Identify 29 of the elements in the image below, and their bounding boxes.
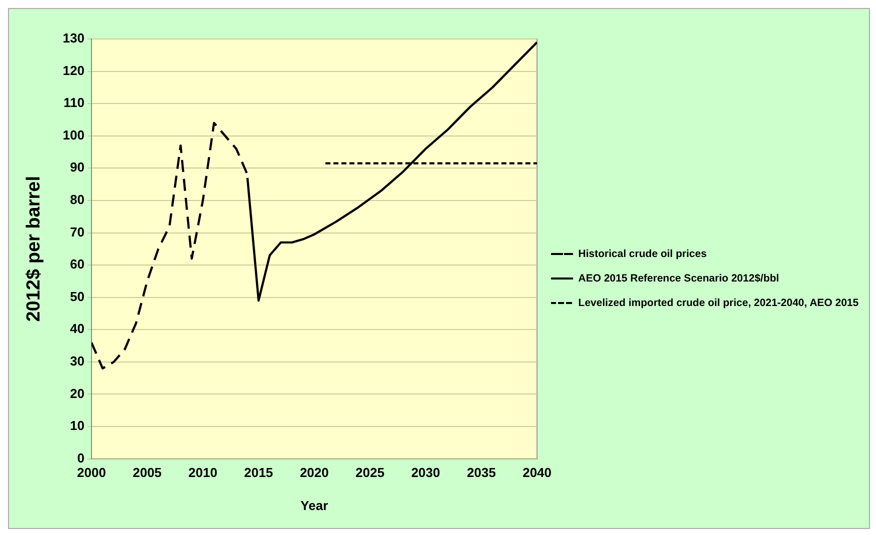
y-tick-label: 120 <box>62 62 84 78</box>
x-tick-label: 2030 <box>411 465 440 480</box>
legend-label: Levelized imported crude oil price, 2021-2040, AEO 2015 <box>578 296 859 309</box>
y-tick-label: 130 <box>62 30 84 46</box>
y-tick-label: 30 <box>70 354 84 368</box>
x-tick-label: 2025 <box>356 465 384 480</box>
legend-label: Historical crude oil prices <box>578 248 707 260</box>
line-series <box>91 122 249 370</box>
y-tick-label: 0 <box>77 450 84 466</box>
x-tick-label: 2020 <box>300 465 329 480</box>
y-tick-label: 10 <box>70 418 84 434</box>
y-tick-label: 80 <box>70 192 84 208</box>
y-tick-label: 40 <box>70 321 84 336</box>
y-axis-title: 2012$ per barrel <box>24 176 45 322</box>
x-tick-label: 2005 <box>132 465 162 480</box>
y-tick-label: 20 <box>70 386 84 401</box>
y-tick-label: 110 <box>64 95 84 110</box>
x-tick-label: 2015 <box>244 465 274 480</box>
y-tick-label: 50 <box>70 288 84 304</box>
x-tick-label: 2040 <box>522 465 552 480</box>
y-tick-label: 100 <box>62 127 84 142</box>
x-axis-title: Year <box>300 498 328 513</box>
y-tick-label: 60 <box>70 256 84 272</box>
x-tick-label: 2010 <box>188 465 218 480</box>
legend-label: AEO 2015 Reference Scenario 2012$/bbl <box>578 272 780 284</box>
x-tick-label: 2035 <box>466 465 496 480</box>
y-tick-label: 70 <box>70 224 84 240</box>
y-tick-label: 90 <box>70 160 84 175</box>
x-tick-label: 2000 <box>77 465 106 480</box>
